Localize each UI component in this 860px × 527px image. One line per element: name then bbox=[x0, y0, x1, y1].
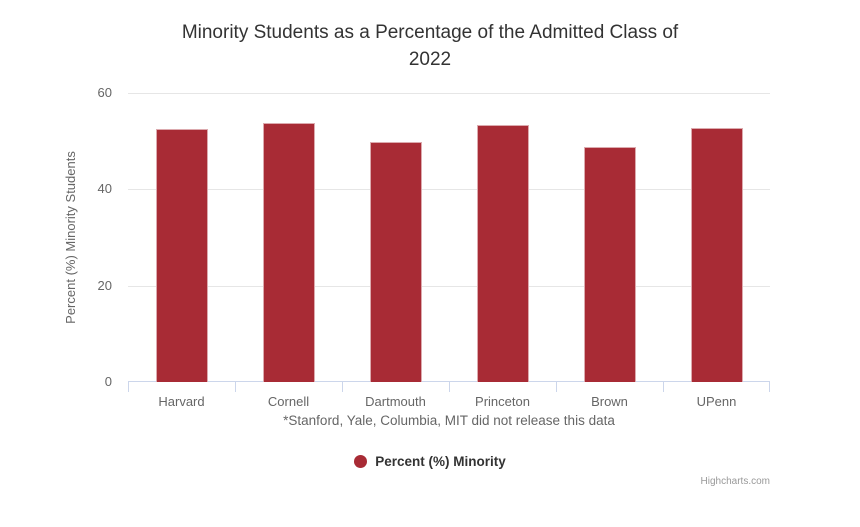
y-axis-label-40: 40 bbox=[97, 181, 112, 197]
x-axis-tick bbox=[556, 382, 557, 392]
x-axis-tick bbox=[235, 382, 236, 392]
legend-item-percent-minority[interactable]: Percent (%) Minority bbox=[354, 454, 506, 469]
chart-title-line1: Minority Students as a Percentage of the… bbox=[181, 22, 679, 43]
legend: Percent (%) Minority bbox=[0, 454, 860, 469]
y-axis-title: Percent (%) Minority Students bbox=[63, 151, 78, 324]
x-axis-tick bbox=[449, 382, 450, 392]
plot-area bbox=[128, 93, 770, 392]
chart-title-line2: 2022 bbox=[408, 49, 452, 70]
x-axis-tick bbox=[769, 382, 770, 392]
x-axis-title: *Stanford, Yale, Columbia, MIT did not r… bbox=[283, 413, 615, 428]
x-axis-tick bbox=[342, 382, 343, 392]
gridline-60 bbox=[128, 93, 770, 94]
x-axis-label-dartmouth: Dartmouth bbox=[365, 394, 426, 409]
chart-title: Minority Students as a Percentage of the… bbox=[0, 19, 860, 73]
x-axis-label-upenn: UPenn bbox=[696, 394, 737, 409]
x-axis-label-harvard: Harvard bbox=[158, 394, 205, 409]
gridline-40 bbox=[128, 189, 770, 191]
x-axis-tick bbox=[663, 382, 664, 392]
bar-princeton[interactable] bbox=[476, 124, 529, 382]
legend-label: Percent (%) Minority bbox=[375, 454, 506, 469]
circle-icon bbox=[354, 455, 368, 468]
bar-harvard[interactable] bbox=[155, 129, 208, 382]
y-axis-label-60: 60 bbox=[97, 85, 112, 100]
x-axis-tick bbox=[128, 382, 129, 392]
highcharts-credits-link[interactable]: Highcharts.com bbox=[700, 476, 770, 487]
x-axis-label-brown: Brown bbox=[591, 394, 628, 409]
bar-cornell[interactable] bbox=[262, 122, 315, 382]
y-axis-label-0: 0 bbox=[104, 374, 112, 389]
x-axis-label-cornell: Cornell bbox=[267, 394, 310, 409]
bar-upenn[interactable] bbox=[690, 128, 743, 382]
gridline-20 bbox=[128, 285, 770, 287]
bar-brown[interactable] bbox=[583, 147, 636, 382]
x-axis-label-princeton: Princeton bbox=[475, 394, 530, 409]
bar-dartmouth[interactable] bbox=[369, 142, 422, 382]
x-axis-line bbox=[128, 381, 770, 382]
y-axis-label-20: 20 bbox=[97, 277, 112, 293]
